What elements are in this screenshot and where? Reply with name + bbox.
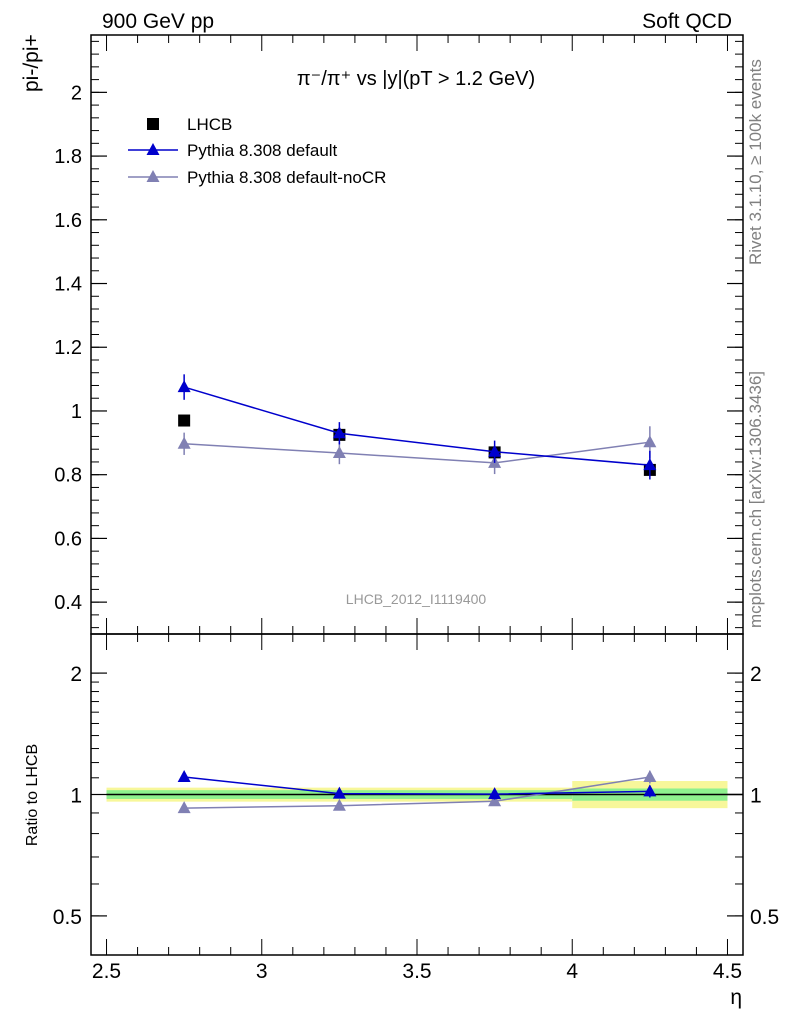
ratio-data-point [488,787,502,800]
ratio-series-pythia-default-nocr [177,770,657,814]
main-y-tick-label: 0.8 [54,465,82,487]
main-series-group [177,374,657,480]
ratio-series-pythia-default [177,770,657,800]
ratio-y-tick-label-right: 0.5 [750,906,779,929]
legend-entry-label: Pythia 8.308 default [187,141,338,160]
data-point [643,458,657,471]
main-y-tick-label: 0.4 [54,592,82,614]
ratio-y-tick-label-right: 1 [750,785,762,808]
data-point [177,380,191,393]
analysis-id-label: LHCB_2012_I1119400 [346,591,487,607]
data-point [178,414,191,427]
data-point [488,444,502,457]
main-y-tick-label: 1.8 [54,146,82,168]
ratio-y-tick-label: 2 [70,663,82,686]
ratio-data-point [177,801,191,814]
main-y-tick-label: 2 [71,82,82,104]
x-tick-label: 3 [256,960,268,983]
data-point [332,426,346,439]
series-pythia-default-nocr [177,426,657,475]
x-tick-label: 3.5 [402,960,431,983]
ratio-y-tick-label: 0.5 [53,906,82,929]
rivet-version-label: Rivet 3.1.10, ≥ 100k events [746,59,765,265]
ratio-series-line [184,776,650,795]
series-pythia-default [177,374,657,480]
main-y-tick-label: 1.4 [54,274,82,296]
x-tick-label: 2.5 [92,960,121,983]
main-y-tick-label: 1.6 [54,210,82,232]
header-left-label: 900 GeV pp [102,10,214,33]
x-axis-label: η [730,986,742,1009]
legend-entry-label: Pythia 8.308 default-noCR [187,168,386,187]
chart-title: π⁻/π⁺ vs |y|(pT > 1.2 GeV) [297,68,535,90]
series-line [183,386,650,466]
main-y-tick-label: 1 [71,401,82,423]
x-tick-label: 4.5 [713,960,742,983]
ratio-plot-panel: 0.5 0.5 1 1 2 2 2.5 3 3.5 4 4.5 Ratio to LHCB η [24,633,779,1009]
legend-marker [146,170,160,182]
ratio-y-axis-label: Ratio to LHCB [24,744,41,846]
x-tick-label: 4 [566,960,578,983]
ratio-series-line [184,776,650,809]
ratio-axis-ticks: 0.5 0.5 1 1 2 2 2.5 3 3.5 4 4.5 [53,634,779,983]
mcplots-label: mcplots.cern.ch [arXiv:1306.3436] [746,371,765,628]
ratio-data-point [177,770,191,783]
ratio-y-tick-label: 1 [70,785,82,808]
ratio-y-tick-label-right: 2 [750,663,762,686]
ratio-data-point [332,786,346,799]
main-plot-panel: π⁻/π⁺ vs |y|(pT > 1.2 GeV) pi-/pi+ 0.40.… [20,34,744,635]
ratio-data-point [488,794,502,807]
legend-marker [146,143,160,155]
legend-marker-lhcb [147,118,159,130]
ratio-plot-frame [90,633,744,956]
ratio-series-group [177,770,657,814]
main-y-tick-label: 1.2 [54,337,82,359]
ratio-data-point [643,770,657,783]
data-point [177,436,191,449]
series-line [184,441,650,464]
main-y-tick-label: 0.6 [54,528,82,550]
main-axis-ticks: 0.4 0.6 0.8 1 1.2 1.4 1.6 1.8 2 [54,35,743,634]
main-y-axis-label: pi-/pi+ [20,34,43,92]
series-lhcb [178,414,656,476]
ratio-data-point [643,784,657,797]
legend-entry-label: LHCB [187,115,232,134]
data-point [332,446,346,459]
data-point [643,435,657,448]
ratio-data-point [332,798,346,811]
header-right-label: Soft QCD [642,10,732,33]
legend: LHCB Pythia 8.308 default Pythia 8.308 def… [128,115,386,187]
